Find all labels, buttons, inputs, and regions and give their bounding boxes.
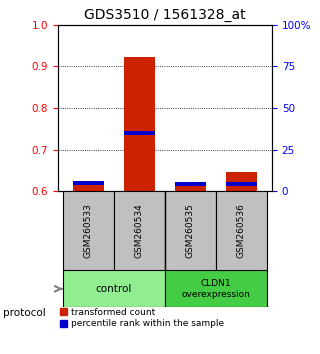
Bar [124, 131, 155, 135]
Legend: transformed count, percentile rank within the sample: transformed count, percentile rank withi… [60, 308, 224, 328]
Bar [73, 181, 104, 185]
Bar [63, 270, 165, 308]
Bar [216, 191, 267, 270]
Bar [226, 182, 257, 186]
Bar [175, 182, 206, 186]
Bar [73, 181, 104, 191]
Title: GDS3510 / 1561328_at: GDS3510 / 1561328_at [84, 8, 246, 22]
Text: GSM260535: GSM260535 [186, 203, 195, 258]
Text: CLDN1
overexpression: CLDN1 overexpression [181, 279, 250, 298]
Bar [175, 182, 206, 191]
Text: GSM260534: GSM260534 [135, 204, 144, 258]
Bar [114, 191, 165, 270]
Text: GSM260533: GSM260533 [84, 203, 93, 258]
Bar [124, 57, 155, 191]
Bar [165, 270, 267, 308]
Bar [165, 191, 216, 270]
Text: GSM260536: GSM260536 [237, 203, 246, 258]
Text: control: control [96, 284, 132, 294]
Bar [63, 191, 114, 270]
Bar [226, 172, 257, 191]
Text: protocol: protocol [3, 308, 46, 318]
